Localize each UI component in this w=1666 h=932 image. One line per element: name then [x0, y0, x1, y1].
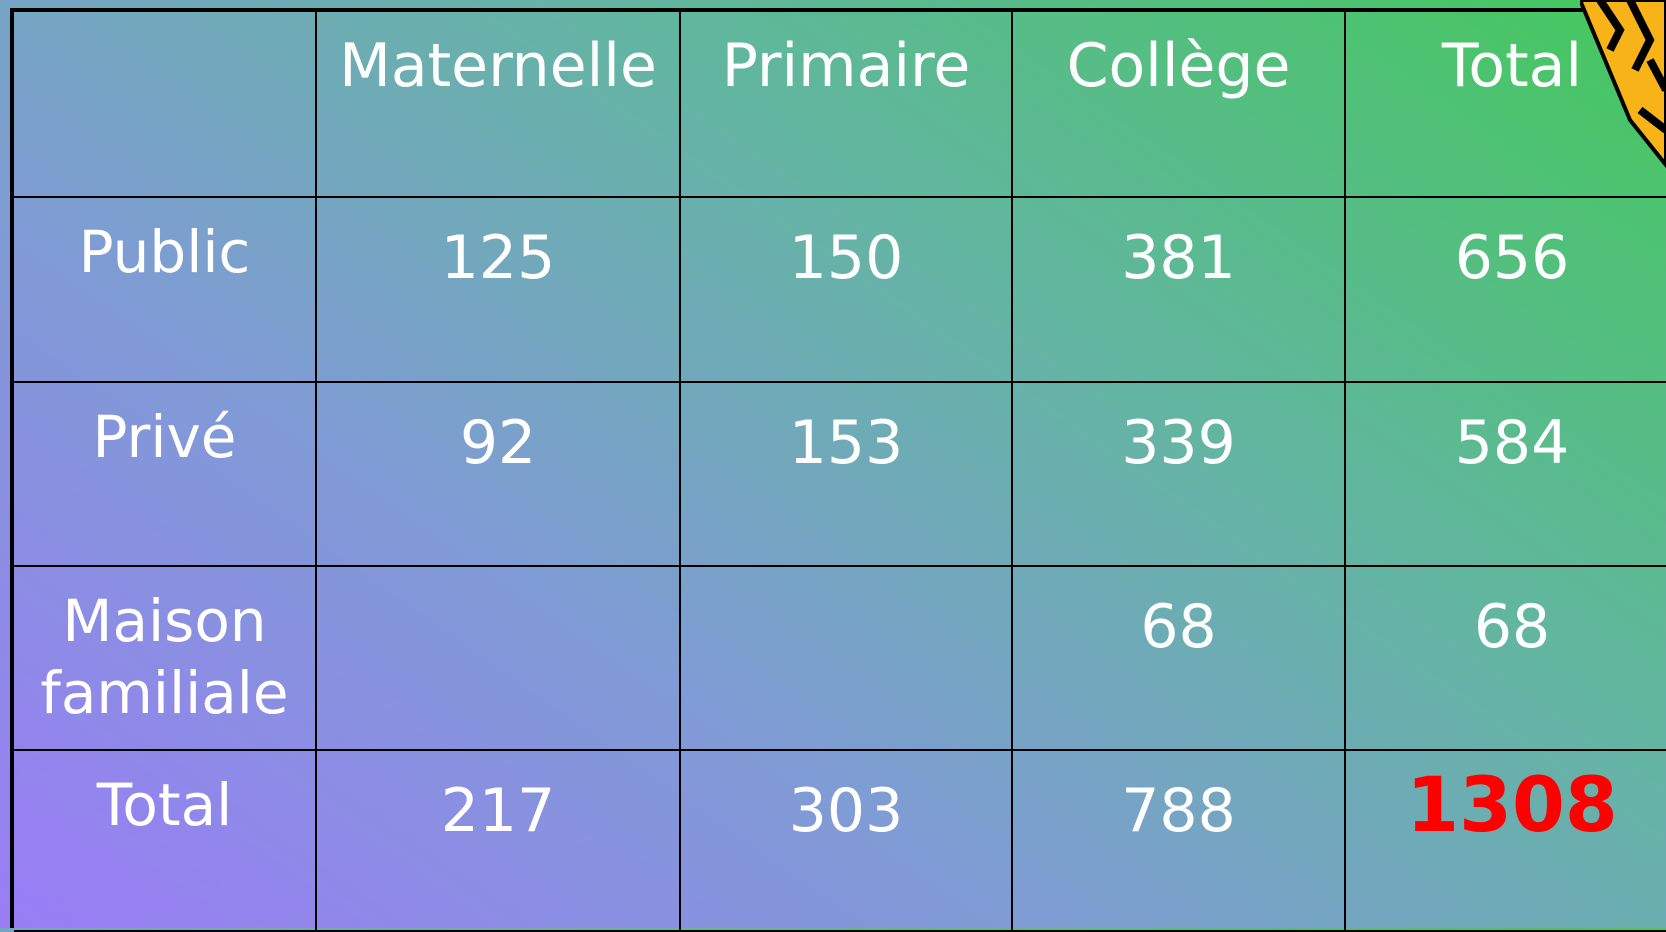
data-cell	[317, 567, 681, 751]
cell-text: 303	[788, 776, 904, 846]
data-cell: 656	[1346, 198, 1666, 383]
cell-text: 381	[1121, 223, 1236, 293]
cell-text: 217	[440, 776, 556, 846]
cell-text: Total	[96, 771, 233, 839]
data-cell: 217	[317, 751, 681, 932]
data-cell: 788	[1013, 751, 1346, 932]
cell-text: Maternelle	[339, 31, 657, 101]
data-cell: 381	[1013, 198, 1346, 383]
table: Maternelle Primaire Collège Total Public 125 1…	[10, 8, 1666, 932]
cell-text: Privé	[92, 403, 237, 471]
corner-cell	[14, 12, 317, 198]
cell-text: Maison familiale	[40, 587, 289, 727]
data-cell: 125	[317, 198, 681, 383]
cell-text: 1308	[1406, 760, 1618, 849]
cell-text: 92	[459, 408, 537, 478]
row-header: Privé	[14, 383, 317, 567]
cell-text: 339	[1121, 408, 1236, 478]
cell-text: Total	[1441, 31, 1583, 101]
cell-text: 150	[788, 223, 904, 293]
cell-text: 788	[1121, 776, 1236, 846]
cell-text: 68	[1473, 592, 1551, 662]
data-cell: 92	[317, 383, 681, 567]
data-cell: 150	[681, 198, 1013, 383]
cell-text: Collège	[1066, 31, 1291, 101]
cell-text: 68	[1140, 592, 1217, 662]
data-cell: 68	[1013, 567, 1346, 751]
data-cell: 303	[681, 751, 1013, 932]
data-cell: 339	[1013, 383, 1346, 567]
column-header: Total	[1346, 12, 1666, 198]
cell-text: 153	[788, 408, 904, 478]
data-cell: 153	[681, 383, 1013, 567]
tiger-decoration	[1580, 0, 1666, 169]
data-cell: 1308	[1346, 751, 1666, 932]
data-cell: 584	[1346, 383, 1666, 567]
row-header: Public	[14, 198, 317, 383]
row-header: Total	[14, 751, 317, 932]
column-header: Maternelle	[317, 12, 681, 198]
column-header: Primaire	[681, 12, 1013, 198]
cell-text: 656	[1454, 223, 1570, 293]
data-cell	[681, 567, 1013, 751]
cell-text: 125	[440, 223, 556, 293]
cell-text: 584	[1454, 408, 1570, 478]
column-header: Collège	[1013, 12, 1346, 198]
cell-text: Public	[78, 218, 251, 286]
data-cell: 68	[1346, 567, 1666, 751]
cell-text: Primaire	[721, 31, 971, 101]
row-header: Maison familiale	[14, 567, 317, 751]
